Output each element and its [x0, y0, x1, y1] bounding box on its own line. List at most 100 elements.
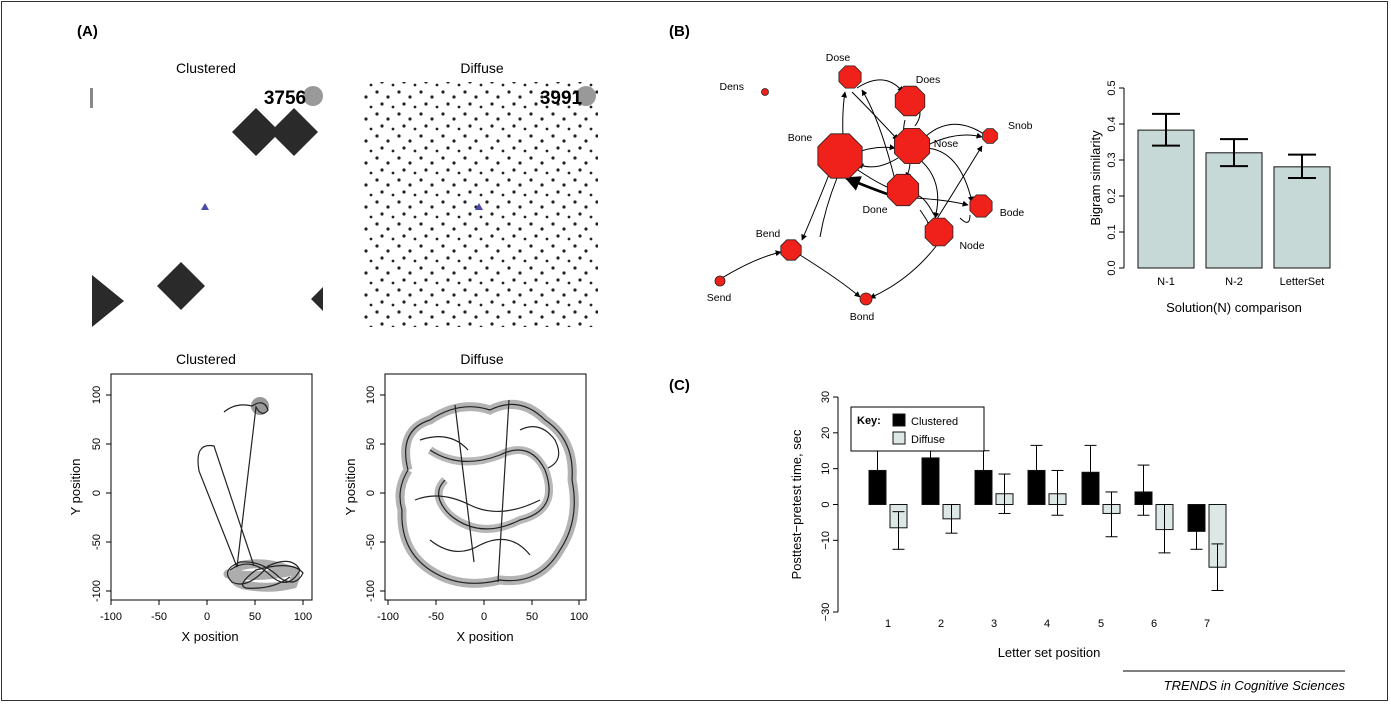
legend-label-diffuse: Diffuse — [911, 434, 945, 446]
agent-marker — [576, 86, 596, 106]
network-node-label-bond: Bond — [850, 311, 875, 323]
bar-n-2 — [1205, 152, 1263, 269]
x-tick-label: 0 — [481, 611, 487, 623]
y-tick-label: 0.0 — [1106, 260, 1118, 275]
network-node-label-send: Send — [707, 292, 732, 304]
x-tick-label: N-2 — [1225, 276, 1243, 288]
x-ticks — [387, 600, 580, 605]
y-tick-label: 0.2 — [1106, 188, 1118, 203]
y-tick-label: 0.4 — [1106, 116, 1118, 131]
clustered-environment: 3756 — [90, 82, 323, 327]
x-axis-label: X position — [456, 629, 513, 644]
x-tick-label: -50 — [428, 611, 444, 623]
y-tick-label: 0 — [365, 490, 377, 496]
word-network-diagram: Dens Dose Does Snob Bone Nose Done Bode Node Bend… — [707, 52, 1033, 323]
network-node-label-does: Does — [916, 74, 941, 86]
network-node-label-done: Done — [862, 204, 887, 216]
network-node-done — [886, 173, 920, 207]
a-title-clustered-env: Clustered — [176, 60, 236, 76]
network-node-bone — [817, 133, 863, 179]
network-node-label-dose: Dose — [826, 52, 851, 64]
x-tick-label: 5 — [1098, 618, 1104, 630]
legend-swatch-clustered — [892, 413, 906, 427]
network-node-node — [924, 217, 954, 247]
resource-patch — [232, 108, 280, 156]
resource-patch — [311, 287, 323, 311]
legend-title: Key: — [857, 415, 881, 427]
x-tick-label: 100 — [294, 611, 312, 623]
journal-credit: TRENDS in Cognitive Sciences — [1164, 678, 1346, 693]
y-tick-label: 0.5 — [1106, 80, 1118, 95]
x-tick-label: -100 — [377, 611, 399, 623]
panel-label-b: (B) — [669, 23, 690, 40]
x-axis-label: Solution(N) comparison — [1166, 300, 1302, 315]
x-tick-label: 4 — [1044, 618, 1050, 630]
y-tick-label: 0 — [820, 501, 832, 507]
network-nodes: Dens Dose Does Snob Bone Nose Done Bode Node Bend… — [707, 52, 1033, 323]
legend-label-clustered: Clustered — [911, 416, 958, 428]
x-axis-label: X position — [181, 629, 238, 644]
bar-n-1 — [1137, 129, 1195, 269]
x-axis-label: Letter set position — [998, 645, 1101, 660]
network-node-bode — [969, 194, 993, 218]
x-tick-label: 1 — [885, 618, 891, 630]
y-tick-label: 50 — [91, 438, 103, 450]
legend-swatch-diffuse — [892, 431, 906, 445]
x-tick-label: 50 — [526, 611, 538, 623]
y-axis-label: Y position — [68, 459, 83, 516]
y-tick-label: 50 — [365, 438, 377, 450]
trajectory-plot-diffuse: -100 -50 0 50 100 -100 -50 0 50 100 X po… — [343, 373, 588, 644]
panel-label-c: (C) — [669, 377, 690, 394]
x-ticks — [110, 600, 304, 605]
legend-box — [850, 406, 985, 452]
y-tick-label: 20 — [820, 427, 832, 439]
a-title-diffuse-path: Diffuse — [460, 351, 504, 367]
network-node-does — [894, 85, 926, 117]
y-tick-label: 0.3 — [1106, 152, 1118, 167]
x-tick-label: 2 — [938, 618, 944, 630]
network-node-dens — [761, 88, 769, 96]
resource-patch — [157, 262, 205, 310]
x-tick-label: -50 — [151, 611, 167, 623]
y-ticks — [106, 394, 111, 592]
legend: Key: Clustered Diffuse — [850, 406, 985, 452]
agent-marker — [303, 86, 323, 106]
bigram-similarity-chart: 0.0 0.1 0.2 0.3 0.4 0.5 N-1 N-2 LetterSet Solutio… — [1088, 80, 1331, 315]
x-tick-label: 0 — [204, 611, 210, 623]
network-node-label-bend: Bend — [756, 228, 781, 240]
network-node-dose — [838, 65, 862, 89]
x-tick-label: 3 — [991, 618, 997, 630]
y-tick-label: 10 — [820, 463, 832, 475]
trajectory-path — [197, 397, 304, 592]
network-node-label-snob: Snob — [1008, 120, 1033, 132]
network-node-bond — [859, 292, 873, 306]
network-node-label-nose: Nose — [934, 138, 959, 150]
a-title-diffuse-env: Diffuse — [460, 60, 504, 76]
network-edges — [721, 79, 993, 299]
y-tick-label: 30 — [820, 391, 832, 403]
x-tick-label: LetterSet — [1280, 276, 1325, 288]
y-tick-label: 100 — [91, 386, 103, 404]
y-tick-label: −10 — [820, 531, 832, 550]
bar-letterset — [1273, 166, 1331, 269]
a-title-clustered-path: Clustered — [176, 351, 236, 367]
x-tick-label: -100 — [100, 611, 122, 623]
resource-patch — [270, 108, 318, 156]
x-tick-label: 50 — [249, 611, 261, 623]
panel-label-a: (A) — [77, 23, 98, 40]
network-node-label-bone: Bone — [788, 132, 813, 144]
y-axis-label: Y position — [343, 459, 358, 516]
trajectory-plot-clustered: -100 -50 0 50 100 -100 -50 0 50 100 X po… — [68, 373, 313, 644]
posttest-time-chart: −30 −10 0 10 20 30 1 2 3 4 5 6 7 Letter set position P… — [789, 391, 1227, 660]
y-axis-label: Posttest−pretest time, sec — [789, 429, 804, 579]
plot-frame — [110, 373, 313, 601]
y-tick-label: 100 — [365, 386, 377, 404]
counter-clustered: 3756 — [264, 88, 306, 109]
x-tick-label: 100 — [570, 611, 588, 623]
network-node-nose — [894, 127, 930, 165]
x-tick-label: N-1 — [1157, 276, 1175, 288]
forager-icon — [475, 203, 483, 210]
x-tick-label: 6 — [1151, 618, 1157, 630]
